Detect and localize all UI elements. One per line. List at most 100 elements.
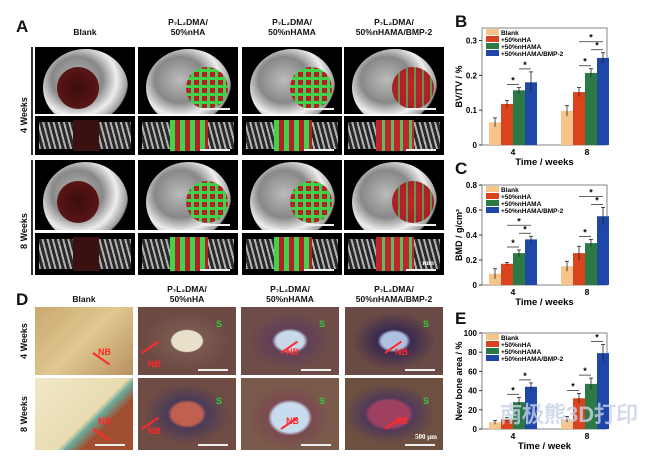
legend-swatch bbox=[486, 43, 499, 49]
microct-sagittal-image: mm bbox=[344, 233, 444, 275]
row-divider bbox=[31, 160, 33, 275]
histology-image: NB bbox=[35, 307, 133, 375]
scale-label: mm bbox=[422, 259, 434, 267]
group-name-line1: P₇L₂DMA/ bbox=[374, 284, 414, 294]
y-tick-label: 80 bbox=[468, 348, 477, 357]
scale-bar bbox=[200, 224, 230, 226]
scaffold-region bbox=[57, 67, 99, 110]
microct-sagittal-image bbox=[242, 116, 342, 155]
x-tick-label: 8 bbox=[585, 287, 590, 297]
scale-bar bbox=[304, 108, 334, 110]
y-axis-label: BMD / g/cm² bbox=[454, 209, 464, 261]
group-name-line2: 50%nHAMA bbox=[266, 294, 314, 304]
significance-star: * bbox=[595, 196, 599, 206]
panel-label-b: B bbox=[455, 12, 468, 31]
new-bone-label: NB bbox=[148, 426, 161, 436]
legend-label: Blank bbox=[501, 187, 519, 194]
scale-label: 500 μm bbox=[414, 433, 437, 441]
scale-bar bbox=[304, 269, 334, 271]
y-tick-label: 0.3 bbox=[466, 37, 478, 46]
scale-bar bbox=[406, 149, 436, 151]
y-tick-label: 40 bbox=[468, 387, 477, 396]
bar--50-nhama-bmp-2 bbox=[597, 353, 609, 429]
scaffold-region bbox=[57, 181, 99, 223]
bar-blank bbox=[561, 110, 573, 145]
ct-column-header: P₇L₂DMA/50%nHAMA/BMP-2 bbox=[342, 17, 446, 37]
legend-swatch bbox=[486, 29, 499, 35]
y-tick-label: 0 bbox=[473, 281, 478, 290]
chart-bmd: 00.20.40.60.84 8******Blank+50%nHA+50%nHA… bbox=[454, 181, 609, 307]
y-tick-label: 0 bbox=[473, 141, 478, 150]
legend-label: +50%nHAMA bbox=[501, 44, 542, 51]
bar--50-nhama bbox=[513, 90, 525, 145]
microct-sagittal-image bbox=[35, 116, 135, 155]
x-axis-label: Time / week bbox=[518, 441, 572, 452]
bar-blank bbox=[561, 266, 573, 285]
row-divider bbox=[31, 47, 33, 155]
scale-bar bbox=[304, 149, 334, 151]
scaffold-region bbox=[170, 120, 208, 151]
panel-label-a: A bbox=[16, 17, 29, 36]
bar--50-nhama-bmp-2 bbox=[525, 239, 537, 285]
scaffold-label: S bbox=[422, 396, 429, 406]
scale-bar bbox=[405, 444, 435, 446]
y-tick-label: 0.8 bbox=[466, 181, 478, 190]
x-axis-label: Time / weeks bbox=[515, 157, 573, 168]
x-tick-label: 4 bbox=[511, 147, 516, 157]
significance-star: * bbox=[583, 366, 587, 376]
arrow-icon bbox=[141, 340, 159, 354]
group-name-line1: P₇L₂DMA/ bbox=[272, 17, 312, 27]
new-bone-label: NB bbox=[98, 416, 111, 426]
significance-star: * bbox=[523, 224, 527, 234]
bar--50-nha bbox=[573, 398, 585, 429]
group-name-line1: P₇L₂DMA/ bbox=[168, 17, 208, 27]
bar--50-nha bbox=[501, 103, 513, 145]
new-bone-label: NB bbox=[148, 359, 161, 369]
group-name-line2: 50%nHAMA/BMP-2 bbox=[355, 294, 433, 304]
legend-swatch bbox=[486, 193, 499, 199]
microct-axial-image bbox=[344, 160, 444, 230]
scale-bar bbox=[198, 369, 228, 371]
legend-label: +50%nHAMA bbox=[501, 349, 542, 356]
y-tick-label: 20 bbox=[468, 406, 477, 415]
legend-swatch bbox=[486, 341, 499, 347]
bar--50-nhama-bmp-2 bbox=[597, 57, 609, 146]
legend-label: +50%nHAMA/BMP-2 bbox=[501, 356, 564, 363]
histology-image: NB S 500 μm bbox=[345, 378, 443, 450]
y-axis-label: New bone area / % bbox=[454, 341, 464, 420]
histology-column-header: P₇L₂DMA/50%nHAMA/BMP-2 bbox=[342, 284, 446, 304]
panel-label-d: D bbox=[16, 290, 29, 309]
bar-blank bbox=[489, 122, 501, 145]
new-bone-label: NB bbox=[395, 416, 408, 426]
scaffold-label: S bbox=[215, 396, 222, 406]
panel-label-c: C bbox=[455, 159, 468, 178]
x-axis-label: Time / weeks bbox=[515, 297, 573, 307]
microct-axial-image bbox=[35, 160, 135, 230]
significance-star: * bbox=[511, 76, 515, 86]
bar--50-nha bbox=[501, 419, 513, 429]
microct-sagittal-image bbox=[35, 233, 135, 275]
scale-bar bbox=[406, 224, 436, 226]
legend-label: +50%nHA bbox=[501, 37, 531, 44]
scale-bar bbox=[406, 269, 436, 271]
microct-sagittal-image bbox=[138, 233, 238, 275]
microct-sagittal-image bbox=[138, 116, 238, 155]
significance-star: * bbox=[583, 57, 587, 67]
significance-star: * bbox=[595, 41, 599, 51]
scaffold-label: S bbox=[215, 319, 222, 329]
legend-label: Blank bbox=[501, 335, 519, 342]
bar--50-nhama-bmp-2 bbox=[597, 216, 609, 285]
y-tick-label: 100 bbox=[464, 329, 478, 338]
group-name-line2: 50%nHA bbox=[169, 294, 205, 304]
microct-axial-image bbox=[344, 47, 444, 114]
scaffold-region bbox=[73, 237, 99, 271]
significance-star: * bbox=[517, 216, 521, 226]
y-tick-label: 0 bbox=[473, 425, 478, 434]
scaffold-label: S bbox=[318, 396, 325, 406]
scale-bar bbox=[200, 108, 230, 110]
significance-star: * bbox=[511, 385, 515, 395]
microct-axial-image bbox=[138, 160, 238, 230]
ct-row-label: 4 Weeks bbox=[19, 97, 29, 133]
panel-label-e: E bbox=[455, 309, 467, 328]
